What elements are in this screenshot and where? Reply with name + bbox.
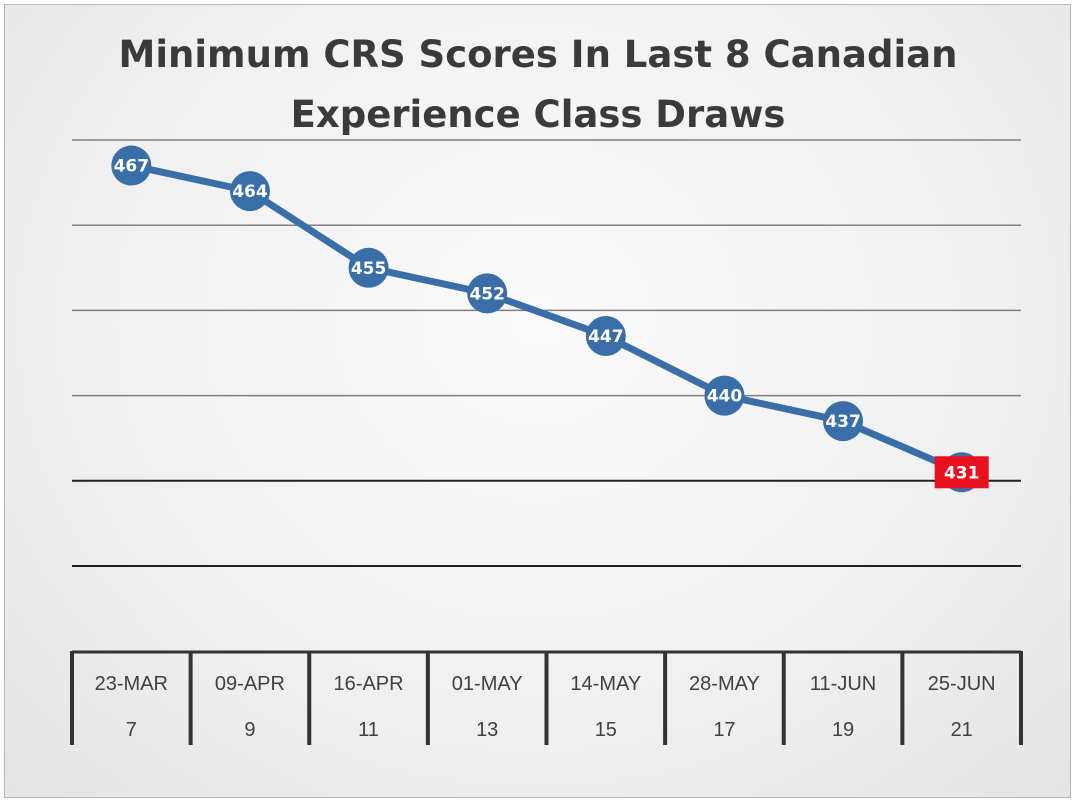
x-tick-label: 16-APR [334,673,404,695]
x-sub-label: 21 [951,719,973,741]
data-label: 464 [232,182,268,202]
data-label: 452 [469,284,505,304]
x-tick-label: 25-JUN [928,673,996,695]
x-sub-label: 15 [595,719,617,741]
data-point [704,375,745,416]
series-line [130,162,964,476]
x-tick-label: 23-MAR [95,673,168,695]
x-tick-label: 01-MAY [452,673,523,695]
data-point [229,171,270,212]
data-label: 455 [351,259,387,279]
x-tick-label: 28-MAY [689,673,760,695]
data-point [111,145,152,186]
data-label: 467 [114,157,150,177]
highlight-label-box [934,456,989,489]
x-tick-label: 11-JUN [810,673,876,695]
x-sub-label: 17 [713,719,735,741]
x-sub-label: 7 [126,719,137,741]
chart-title-line-1: Minimum CRS Scores In Last 8 Canadian [119,33,958,76]
data-point [348,247,389,288]
data-label: 431 [944,463,980,483]
data-label: 437 [825,412,861,432]
x-tick-label: 09-APR [215,673,285,695]
data-point [823,401,864,442]
x-sub-label: 9 [244,719,255,741]
data-point [467,273,508,314]
data-label: 447 [588,327,624,347]
x-tick-label: 14-MAY [570,673,641,695]
x-sub-label: 11 [358,719,379,741]
chart-frame [4,4,1071,798]
data-point [585,315,626,356]
chart-title-line-2: Experience Class Draws [291,93,786,136]
x-sub-label: 19 [832,719,854,741]
x-sub-label: 13 [476,719,498,741]
data-label: 440 [707,387,743,407]
